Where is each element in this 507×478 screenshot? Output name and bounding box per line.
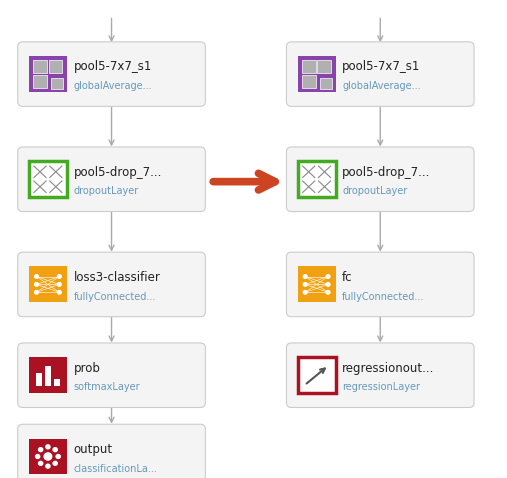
Circle shape: [56, 455, 60, 458]
Text: globalAverage...: globalAverage...: [342, 81, 421, 91]
Circle shape: [326, 282, 330, 286]
Circle shape: [326, 275, 330, 278]
FancyBboxPatch shape: [35, 373, 42, 386]
Text: dropoutLayer: dropoutLayer: [342, 186, 408, 196]
FancyBboxPatch shape: [298, 56, 336, 92]
FancyBboxPatch shape: [29, 267, 67, 303]
Circle shape: [44, 453, 52, 460]
Circle shape: [46, 445, 50, 449]
FancyBboxPatch shape: [302, 61, 316, 74]
Circle shape: [57, 282, 61, 286]
Text: pool5-drop_7...: pool5-drop_7...: [342, 165, 430, 179]
Circle shape: [57, 291, 61, 294]
Text: prob: prob: [74, 361, 100, 375]
FancyBboxPatch shape: [29, 56, 67, 92]
Circle shape: [303, 282, 307, 286]
FancyBboxPatch shape: [298, 267, 336, 303]
Text: regressionout...: regressionout...: [342, 361, 434, 375]
FancyBboxPatch shape: [29, 439, 67, 474]
FancyBboxPatch shape: [18, 424, 205, 478]
Circle shape: [303, 291, 307, 294]
FancyBboxPatch shape: [298, 358, 336, 393]
Text: classificationLa...: classificationLa...: [74, 464, 157, 474]
Text: dropoutLayer: dropoutLayer: [74, 186, 139, 196]
Circle shape: [35, 455, 40, 458]
FancyBboxPatch shape: [286, 42, 474, 107]
Circle shape: [326, 291, 330, 294]
Text: output: output: [74, 443, 113, 456]
Circle shape: [39, 448, 43, 452]
FancyBboxPatch shape: [320, 78, 332, 89]
FancyBboxPatch shape: [33, 61, 47, 74]
Text: globalAverage...: globalAverage...: [74, 81, 152, 91]
FancyBboxPatch shape: [33, 75, 47, 88]
Circle shape: [34, 291, 39, 294]
FancyBboxPatch shape: [45, 366, 51, 386]
Text: pool5-drop_7...: pool5-drop_7...: [74, 165, 162, 179]
Text: fullyConnected...: fullyConnected...: [74, 292, 156, 302]
Text: softmaxLayer: softmaxLayer: [74, 382, 140, 392]
Circle shape: [39, 461, 43, 465]
Text: pool5-7x7_s1: pool5-7x7_s1: [342, 60, 421, 74]
Circle shape: [303, 275, 307, 278]
Text: pool5-7x7_s1: pool5-7x7_s1: [74, 60, 152, 74]
Circle shape: [53, 448, 57, 452]
FancyBboxPatch shape: [286, 343, 474, 407]
FancyBboxPatch shape: [286, 252, 474, 316]
Circle shape: [46, 464, 50, 468]
Text: regressionLayer: regressionLayer: [342, 382, 420, 392]
FancyBboxPatch shape: [49, 61, 62, 74]
FancyBboxPatch shape: [298, 162, 336, 197]
FancyBboxPatch shape: [54, 379, 60, 386]
FancyBboxPatch shape: [286, 147, 474, 211]
FancyBboxPatch shape: [302, 75, 316, 88]
FancyBboxPatch shape: [18, 42, 205, 107]
FancyBboxPatch shape: [29, 358, 67, 393]
Text: fc: fc: [342, 271, 353, 284]
FancyBboxPatch shape: [18, 343, 205, 407]
Text: fullyConnected...: fullyConnected...: [342, 292, 424, 302]
Circle shape: [57, 275, 61, 278]
FancyBboxPatch shape: [51, 78, 63, 89]
FancyBboxPatch shape: [18, 147, 205, 211]
Text: loss3-classifier: loss3-classifier: [74, 271, 160, 284]
FancyBboxPatch shape: [29, 162, 67, 197]
Circle shape: [34, 275, 39, 278]
FancyBboxPatch shape: [317, 61, 331, 74]
Circle shape: [53, 461, 57, 465]
FancyBboxPatch shape: [18, 252, 205, 316]
Circle shape: [34, 282, 39, 286]
